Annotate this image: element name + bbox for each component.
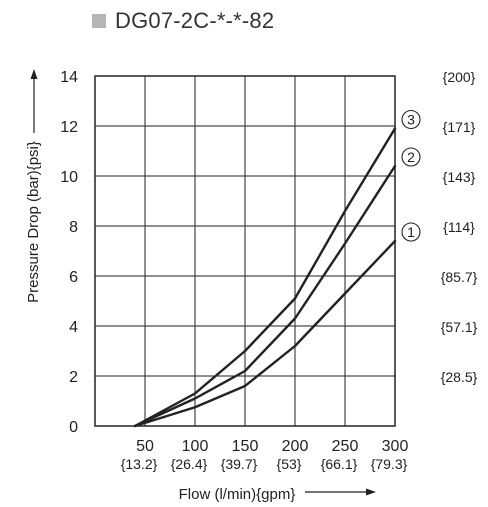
x-axis-arrow-head [366,488,376,496]
psi-tick-label: {171} [443,119,476,135]
y-tick-label: 12 [60,119,78,136]
series-marker-circle-2 [401,147,421,167]
y-tick-label: 4 [69,319,78,336]
x-tick-label: 150 [232,438,259,455]
series-marker-circle-1 [401,222,421,242]
x-tick-gpm-label: {13.2} [121,456,158,472]
x-axis-label: Flow (l/min){gpm} [179,486,296,503]
x-tick-label: 250 [332,438,359,455]
series-line-3 [133,127,397,428]
psi-tick-label: {57.1} [441,319,478,335]
title-square-marker [92,14,106,28]
x-tick-label: 50 [136,438,154,455]
x-tick-gpm-label: {53} [277,456,302,472]
series-marker-label-1: 1 [407,224,415,240]
plot-frame [94,75,396,427]
psi-tick-label: {114} [443,219,475,235]
psi-tick-label: {143} [443,169,476,185]
series-marker-label-3: 3 [407,112,415,128]
psi-tick-label: {28.5} [441,369,478,385]
x-tick-label: 100 [182,438,209,455]
x-tick-gpm-label: {39.7} [221,456,258,472]
y-tick-label: 10 [60,169,78,186]
y-tick-label: 14 [60,69,78,86]
chart-title-text: DG07-2C-*-*-82 [115,8,275,33]
series-line-1 [133,239,397,428]
psi-tick-label: {85.7} [441,269,478,285]
series-line-2 [133,164,397,428]
x-tick-gpm-label: {79.3} [371,456,408,472]
x-tick-label: 200 [282,438,309,455]
psi-tick-label: {200} [443,69,476,85]
y-tick-label: 8 [69,219,78,236]
y-tick-label: 0 [69,419,78,436]
x-tick-gpm-label: {66.1} [321,456,358,472]
y-axis-arrow-head [30,69,38,79]
chart-title: DG07-2C-*-*-82 [92,6,274,36]
series-marker-circle-3 [401,109,421,130]
y-axis-label: Pressure Drop (bar){psi} [25,141,42,303]
x-tick-gpm-label: {26.4} [171,456,208,472]
y-tick-label: 2 [69,369,78,386]
y-tick-label: 6 [69,269,78,286]
series-marker-label-2: 2 [407,149,415,165]
x-tick-label: 300 [382,438,409,455]
